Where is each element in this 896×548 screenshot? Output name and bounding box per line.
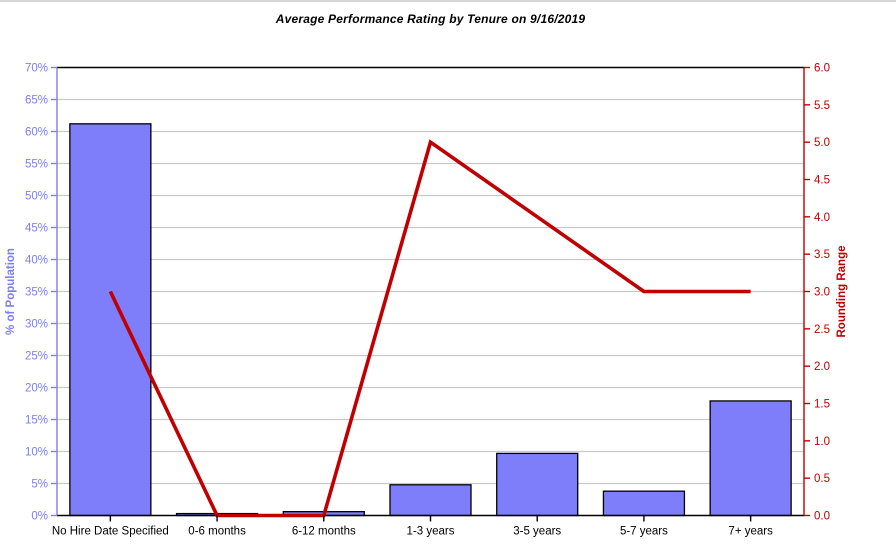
right-axis-tick-label: 0.0 [814, 511, 830, 523]
x-axis-category-label: 3-5 years [513, 526, 561, 538]
left-axis-tick-label: 10% [25, 447, 48, 459]
x-axis-category-label: 7+ years [728, 526, 773, 538]
left-axis-tick-label: 45% [25, 223, 48, 235]
x-axis-category-label: 5-7 years [620, 526, 668, 538]
bar-1-3-years [389, 484, 472, 517]
left-axis-tick-label: 50% [25, 191, 48, 203]
left-axis-tick-label: 20% [25, 383, 48, 395]
right-axis-tick-label: 6.0 [814, 63, 830, 75]
bar-no-hire-date-specified [69, 123, 152, 517]
left-axis-tick-label: 35% [25, 287, 48, 299]
right-axis-tick-label: 0.5 [814, 473, 830, 485]
right-axis-tick-label: 4.0 [814, 212, 830, 224]
left-axis-title: % of Population [5, 248, 17, 335]
left-axis-tick-label: 40% [25, 255, 48, 267]
x-axis-category-label: 1-3 years [407, 526, 455, 538]
x-axis-category-label: 0-6 months [188, 526, 246, 538]
right-axis-tick-label: 4.5 [814, 175, 830, 187]
right-axis-title: Rounding Range [836, 246, 848, 338]
left-axis-tick-label: 70% [25, 63, 48, 75]
right-axis-tick-label: 5.5 [814, 100, 830, 112]
bar-7-years [709, 400, 792, 517]
left-axis-tick-label: 65% [25, 95, 48, 107]
left-axis-tick-label: 25% [25, 351, 48, 363]
right-axis-tick-label: 3.5 [814, 249, 830, 261]
left-axis-tick-label: 55% [25, 159, 48, 171]
left-axis-tick-label: 30% [25, 319, 48, 331]
rounding-range-line [108, 139, 751, 518]
left-axis-tick-label: 5% [31, 479, 48, 491]
right-axis-tick-label: 3.0 [814, 287, 830, 299]
right-axis-tick-label: 2.0 [814, 361, 830, 373]
x-axis-category-label: 6-12 months [292, 526, 356, 538]
left-axis-tick-label: 60% [25, 127, 48, 139]
chart-title: Average Performance Rating by Tenure on … [275, 12, 586, 26]
right-axis-tick-label: 5.0 [814, 137, 830, 149]
right-axis-tick-label: 1.5 [814, 399, 830, 411]
left-axis-tick-label: 15% [25, 415, 48, 427]
left-axis-tick-label: 0% [31, 511, 48, 523]
bar-3-5-years [496, 452, 579, 517]
right-axis-tick-label: 2.5 [814, 324, 830, 336]
right-axis-tick-label: 1.0 [814, 436, 830, 448]
x-axis-category-label: No Hire Date Specified [52, 526, 169, 538]
bar-5-7-years [602, 490, 686, 517]
